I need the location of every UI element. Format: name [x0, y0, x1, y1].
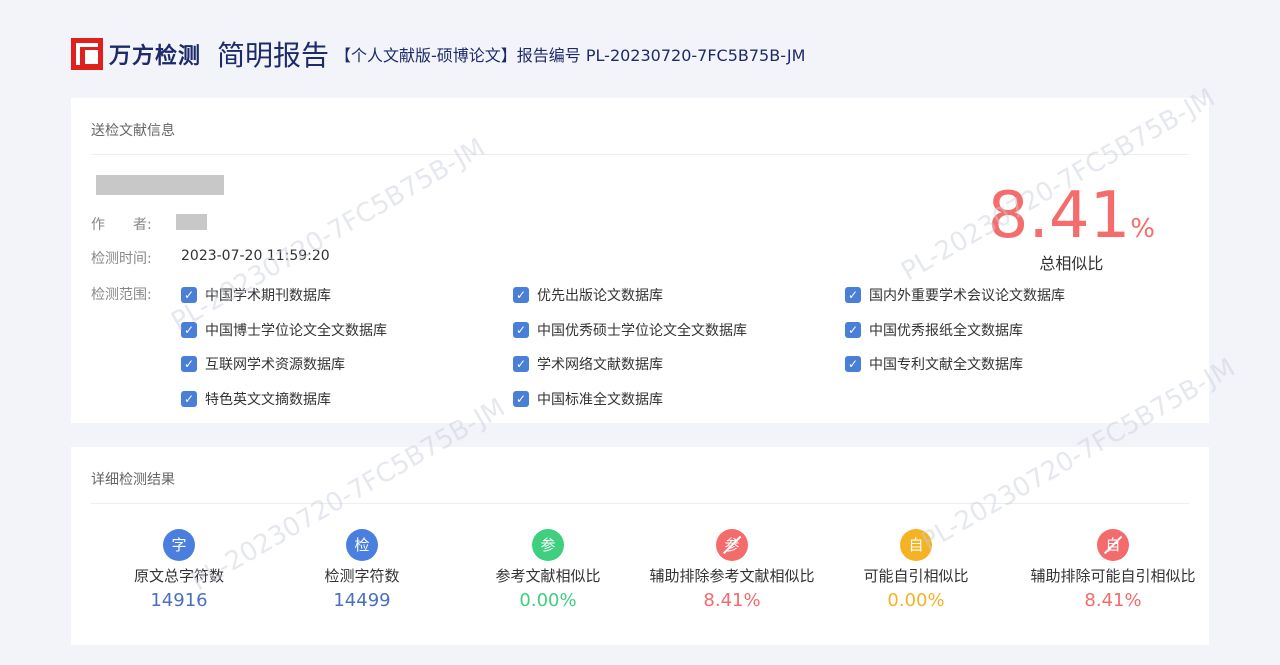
database-checkbox[interactable]: ✓ 优先出版论文数据库 — [513, 285, 663, 305]
stat-item: 参辅助排除参考文献相似比 8.41% — [632, 529, 832, 611]
stat-value: 8.41% — [1084, 590, 1142, 611]
stat-item: 自辅助排除可能自引相似比 8.41% — [1013, 529, 1213, 611]
stat-item: 字原文总字符数 14916 — [79, 529, 279, 611]
stat-value: 8.41% — [703, 590, 761, 611]
stat-value: 14916 — [150, 590, 208, 611]
stat-label: 辅助排除可能自引相似比 — [1030, 567, 1196, 585]
stat-value: 0.00% — [519, 590, 577, 611]
stat-label: 原文总字符数 — [133, 567, 224, 585]
stat-icon: 检 — [346, 529, 378, 561]
checkbox-checked-icon[interactable]: ✓ — [845, 287, 861, 303]
score-value: 8.41 — [987, 179, 1131, 253]
database-label: 中国博士学位论文全文数据库 — [205, 322, 387, 339]
database-checkbox[interactable]: ✓ 中国标准全文数据库 — [513, 389, 663, 409]
database-label: 中国优秀硕士学位论文全文数据库 — [537, 322, 747, 339]
section-title: 送检文献信息 — [91, 98, 1189, 155]
database-label: 中国标准全文数据库 — [537, 391, 663, 408]
total-similarity: 8.41% 总相似比 — [988, 184, 1155, 274]
stat-label: 辅助排除参考文献相似比 — [649, 567, 815, 585]
stat-label: 可能自引相似比 — [863, 567, 969, 585]
checkbox-checked-icon[interactable]: ✓ — [513, 287, 529, 303]
database-checkbox[interactable]: ✓ 中国学术期刊数据库 — [181, 285, 331, 305]
redacted-author — [176, 214, 207, 230]
score-unit: % — [1130, 214, 1155, 244]
stat-icon: 字 — [163, 529, 195, 561]
stat-value: 0.00% — [887, 590, 945, 611]
header: 万方检测 简明报告 【个人文献版-硕博论文】报告编号 PL-20230720-7… — [71, 36, 805, 72]
document-info-card: 送检文献信息 作 者: 检测时间: 2023-07-20 11:59:20 检测… — [71, 98, 1209, 423]
database-checkbox[interactable]: ✓ 中国优秀报纸全文数据库 — [845, 320, 1023, 340]
stat-item: 参参考文献相似比 0.00% — [448, 529, 648, 611]
checkbox-checked-icon[interactable]: ✓ — [513, 390, 529, 407]
checkbox-checked-icon[interactable]: ✓ — [845, 321, 861, 338]
stat-icon: 自 — [1097, 529, 1129, 561]
database-label: 国内外重要学术会议论文数据库 — [869, 288, 1065, 304]
stat-value: 14499 — [333, 590, 391, 611]
section-title: 详细检测结果 — [91, 447, 1189, 504]
database-checkbox[interactable]: ✓ 中国博士学位论文全文数据库 — [181, 320, 387, 340]
stat-label: 参考文献相似比 — [495, 567, 601, 585]
logo-text: 万方检测 — [109, 44, 202, 69]
database-checkbox[interactable]: ✓ 中国优秀硕士学位论文全文数据库 — [513, 320, 747, 340]
database-checkbox[interactable]: ✓ 互联网学术资源数据库 — [181, 354, 345, 374]
database-label: 特色英文文摘数据库 — [205, 391, 331, 408]
database-checkbox[interactable]: ✓ 学术网络文献数据库 — [513, 354, 663, 374]
wanfang-logo: 万方检测 — [71, 38, 201, 70]
scope-label: 检测范围: — [91, 287, 152, 303]
checkbox-checked-icon[interactable]: ✓ — [181, 390, 197, 407]
checkbox-checked-icon[interactable]: ✓ — [181, 321, 197, 338]
database-label: 中国学术期刊数据库 — [205, 288, 331, 304]
time-label: 检测时间: — [91, 251, 152, 267]
stat-item: 检检测字符数 14499 — [262, 529, 462, 611]
report-subtitle: 【个人文献版-硕博论文】报告编号 PL-20230720-7FC5B75B-JM — [335, 46, 806, 65]
stat-item: 自可能自引相似比 0.00% — [816, 529, 1016, 611]
stat-icon: 参 — [716, 529, 748, 561]
database-label: 中国优秀报纸全文数据库 — [869, 322, 1023, 339]
database-label: 学术网络文献数据库 — [537, 357, 663, 373]
stat-icon: 参 — [532, 529, 564, 561]
database-label: 优先出版论文数据库 — [537, 288, 663, 304]
logo-icon — [71, 38, 103, 70]
checkbox-checked-icon[interactable]: ✓ — [845, 356, 861, 372]
checkbox-checked-icon[interactable]: ✓ — [513, 356, 529, 372]
database-checkbox[interactable]: ✓ 特色英文文摘数据库 — [181, 389, 331, 409]
database-label: 中国专利文献全文数据库 — [869, 357, 1023, 373]
checkbox-checked-icon[interactable]: ✓ — [181, 356, 197, 372]
results-card: 详细检测结果 字原文总字符数 14916 检检测字符数 14499 参参考文献相似比 0.… — [71, 447, 1209, 645]
checkbox-checked-icon[interactable]: ✓ — [513, 321, 529, 338]
checkbox-checked-icon[interactable]: ✓ — [181, 287, 197, 303]
page-title: 简明报告 — [217, 39, 330, 72]
database-checkbox[interactable]: ✓ 中国专利文献全文数据库 — [845, 354, 1023, 374]
database-label: 互联网学术资源数据库 — [205, 357, 345, 373]
author-label: 作 者: — [91, 217, 152, 233]
stat-label: 检测字符数 — [324, 567, 400, 585]
database-checkbox[interactable]: ✓ 国内外重要学术会议论文数据库 — [845, 285, 1065, 305]
score-label: 总相似比 — [1039, 254, 1104, 273]
stat-icon: 自 — [900, 529, 932, 561]
redacted-title — [96, 175, 224, 195]
time-value: 2023-07-20 11:59:20 — [181, 248, 330, 264]
